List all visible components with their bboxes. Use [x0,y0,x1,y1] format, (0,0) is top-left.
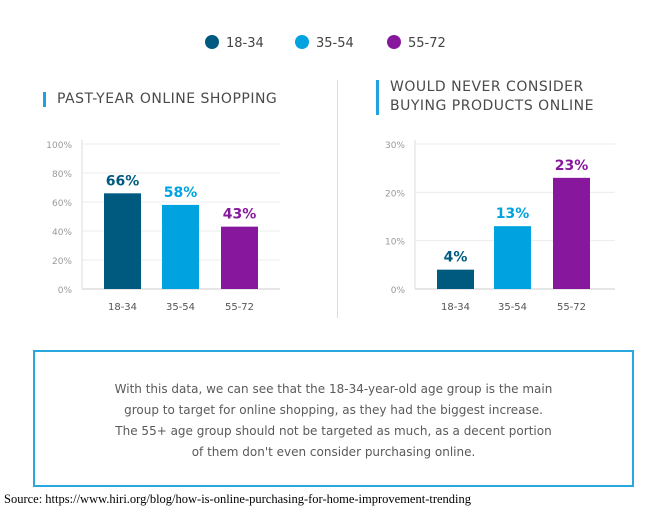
bar-55-72 [553,177,590,289]
bar-18-34 [104,193,141,289]
y-tick-label: 60% [52,199,72,209]
x-tick-label: 55-72 [557,302,586,313]
right-title-line-2: BUYING PRODUCTS ONLINE [390,98,594,114]
x-tick-label: 18-34 [108,302,137,313]
x-tick-label: 35-54 [498,302,527,313]
y-tick-label: 30% [385,141,405,151]
y-tick-label: 40% [52,228,72,238]
data-label: 13% [496,206,530,222]
legend-swatch-55-72 [387,35,401,49]
title-accent-left [43,92,46,107]
x-tick-label: 55-72 [225,302,254,313]
y-tick-label: 80% [52,170,72,180]
charts-canvas: 18-34 35-54 55-72 0% 20% 40% 60% 80% 100% 66% 18-3… [46,35,615,313]
legend-swatch-35-54 [295,35,309,49]
legend-label-55-72: 55-72 [408,36,446,51]
right-chart-title: WOULD NEVER CONSIDER BUYING PRODUCTS ONL… [390,78,594,116]
summary-text: With this data, we can see that the 18-3… [35,379,632,463]
y-tick-label: 20% [52,257,72,267]
summary-line: The 55+ age group should not be targeted… [115,424,552,438]
bar-18-34 [437,269,474,289]
y-tick-label: 0% [391,286,406,296]
bar-55-72 [221,226,258,289]
left-chart-title: PAST-YEAR ONLINE SHOPPING [57,91,278,107]
y-tick-label: 20% [385,189,405,199]
bar-35-54 [494,226,531,289]
legend-label-35-54: 35-54 [316,36,354,51]
y-tick-label: 100% [46,141,72,151]
data-label: 66% [106,173,140,189]
right-title-line-1: WOULD NEVER CONSIDER [390,79,584,95]
source-citation: Source: https://www.hiri.org/blog/how-is… [4,492,472,506]
x-tick-label: 35-54 [166,302,195,313]
data-label: 4% [444,250,468,266]
data-label: 43% [223,207,257,223]
summary-line: group to target for online shopping, as … [124,403,543,417]
summary-line: of them don't even consider purchasing o… [191,445,476,459]
data-label: 23% [555,158,589,174]
y-tick-label: 10% [385,238,405,248]
chart-divider [337,80,338,318]
legend-swatch-18-34 [205,35,219,49]
bar-35-54 [162,204,199,289]
data-label: 58% [164,185,198,201]
title-accent-right [376,80,379,115]
y-tick-label: 0% [58,286,73,296]
summary-line: With this data, we can see that the 18-3… [114,382,553,396]
x-tick-label: 18-34 [441,302,470,313]
legend-label-18-34: 18-34 [226,36,264,51]
summary-box: With this data, we can see that the 18-3… [33,350,634,487]
